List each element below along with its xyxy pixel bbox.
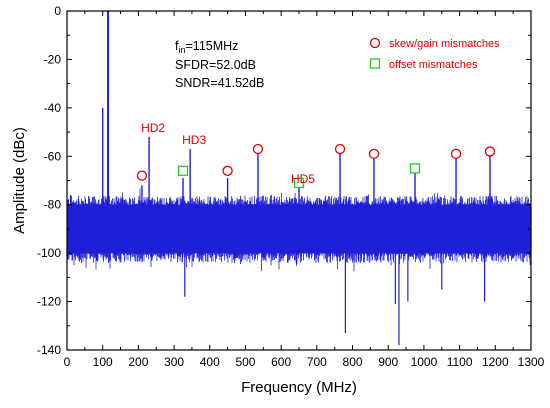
x-tick-label: 700: [307, 355, 327, 369]
annotation-sndr: SNDR=41.52dB: [175, 76, 264, 90]
offset-marker: [409, 163, 421, 174]
y-tick-label: -40: [44, 101, 62, 115]
legend: skew/gain mismatches offset mismatches: [369, 37, 500, 71]
x-tick-label: 400: [200, 355, 220, 369]
skew-gain-marker: [484, 146, 496, 157]
y-tick-label: -80: [44, 198, 62, 212]
x-tick-label: 200: [128, 355, 148, 369]
x-tick-label: 800: [343, 355, 363, 369]
skew-gain-marker: [450, 148, 462, 160]
harmonic-label-hd5: HD5: [291, 172, 315, 186]
y-tick-label: -20: [44, 52, 62, 66]
y-tick-label: -140: [37, 343, 61, 357]
harmonic-label-hd3: HD3: [182, 133, 206, 147]
legend-circle-icon: [369, 37, 381, 49]
annotation-sfdr: SFDR=52.0dB: [175, 58, 256, 72]
x-tick-label: 1200: [482, 355, 509, 369]
skew-gain-marker: [222, 165, 233, 176]
skew-gain-marker: [368, 148, 380, 160]
x-tick-label: 600: [271, 355, 291, 369]
skew-gain-marker: [252, 143, 264, 155]
offset-marker: [293, 177, 305, 189]
skew-gain-marker: [136, 170, 148, 181]
spectrum-series: [66, 11, 532, 346]
x-tick-label: 1000: [411, 355, 438, 369]
y-tick-label: -60: [44, 149, 62, 163]
legend-entry-skew-gain: skew/gain mismatches: [389, 38, 500, 50]
offset-marker: [177, 165, 189, 176]
legend-entry-offset: offset mismatches: [389, 59, 478, 71]
annotation-fin: fin=115MHz: [175, 39, 238, 55]
legend-square-icon: [369, 58, 381, 69]
y-tick-label: -120: [37, 295, 61, 309]
x-tick-label: 300: [164, 355, 184, 369]
labels: HD2 HD3 HD5 fin=115MHz SFDR=52.0dB SNDR=41.52…: [141, 37, 500, 186]
x-tick-label: 1100: [447, 355, 473, 369]
y-tick-label: 0: [54, 4, 61, 18]
axes: 0 100 200 300 400 500 600 700 800 900 1000 1100 1200…: [11, 4, 545, 396]
x-tick-label: 100: [93, 355, 113, 369]
x-tick-label: 1300: [518, 355, 545, 369]
x-tick-label: 900: [378, 355, 398, 369]
harmonic-label-hd2: HD2: [141, 121, 165, 135]
y-tick-label: -100: [37, 246, 61, 260]
markers: [136, 143, 496, 189]
x-axis-title: Frequency (MHz): [241, 379, 357, 396]
skew-gain-marker: [334, 143, 346, 155]
x-tick-label: 500: [235, 355, 255, 369]
x-tick-label: 0: [64, 355, 71, 369]
y-axis-title: Amplitude (dBc): [11, 127, 28, 234]
